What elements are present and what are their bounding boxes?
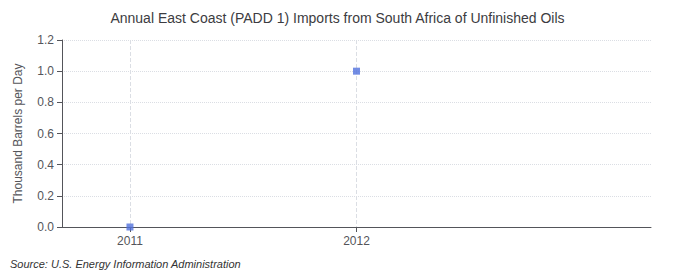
svg-text:2012: 2012 [343, 234, 370, 248]
svg-text:0.4: 0.4 [37, 158, 54, 172]
svg-text:0.2: 0.2 [37, 189, 54, 203]
svg-text:1.2: 1.2 [37, 33, 54, 47]
svg-text:Annual East Coast (PADD 1) Imp: Annual East Coast (PADD 1) Imports from … [110, 10, 564, 26]
svg-text:0.6: 0.6 [37, 127, 54, 141]
svg-text:Thousand Barrels per Day: Thousand Barrels per Day [11, 63, 25, 203]
svg-text:0.8: 0.8 [37, 95, 54, 109]
svg-text:0.0: 0.0 [37, 220, 54, 234]
svg-text:Source: U.S. Energy Informatio: Source: U.S. Energy Information Administ… [10, 258, 241, 270]
svg-text:1.0: 1.0 [37, 64, 54, 78]
svg-text:2011: 2011 [117, 234, 143, 248]
